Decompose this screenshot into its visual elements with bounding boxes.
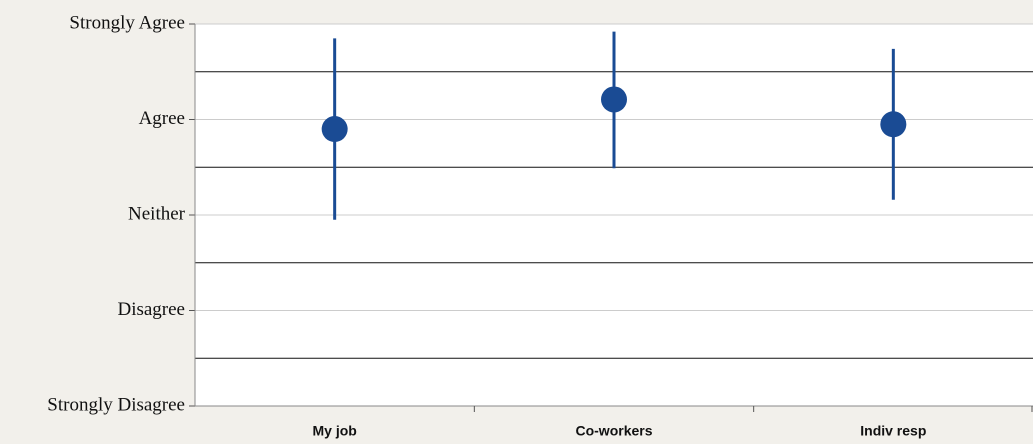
y-tick-label: Agree [139,108,185,129]
y-tick-label: Strongly Disagree [47,394,185,415]
x-tick-label: My job [312,423,356,439]
x-tick-label: Co-workers [575,423,652,439]
dot [880,111,907,138]
y-tick-label: Strongly Agree [69,12,185,33]
y-tick-label: Disagree [117,299,185,320]
dot [321,116,348,143]
x-tick-label: Indiv resp [860,423,926,439]
y-tick-label: Neither [128,203,186,224]
dot [601,86,627,113]
